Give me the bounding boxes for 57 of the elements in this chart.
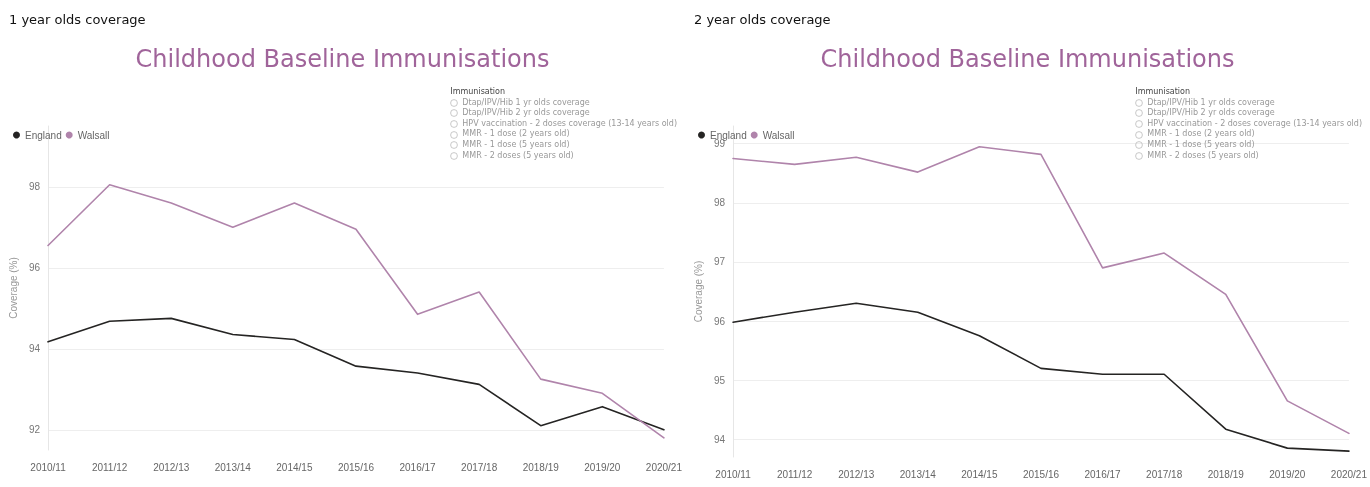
x-tick-label: 2015/16	[337, 461, 375, 473]
x-tick-label: 2011/12	[91, 461, 128, 473]
x-tick-label: 2010/11	[715, 468, 752, 480]
annotation: HPV vaccination - 2 doses coverage (13-14 years old)	[462, 118, 677, 129]
x-tick-label: 2019/20	[584, 461, 621, 473]
x-tick-label: 2020/21	[1330, 468, 1368, 480]
y-tick-label: 94	[28, 343, 41, 355]
annotation: MMR - 2 doses (5 years old)	[462, 150, 574, 162]
annotation: MMR - 1 dose (5 years old)	[1147, 139, 1255, 151]
y-tick-label: 96	[28, 262, 41, 274]
text: Immunisation	[450, 87, 507, 98]
chart-subtitle: 1 year olds coverage	[9, 12, 146, 27]
text: Dtap/IPV/Hib 2 yr olds coverage	[462, 108, 590, 119]
x-tick-label: 2016/17	[399, 461, 437, 473]
x-tick-label: 2014/15	[961, 468, 998, 480]
x-tick-label: 2018/19	[1207, 468, 1245, 480]
x-tick-label: 2016/17	[1084, 468, 1122, 480]
x-tick-label: 2017/18	[1146, 468, 1183, 480]
x-tick-label: 2015/16	[1022, 468, 1060, 480]
x-tick-label: 2012/13	[838, 468, 875, 480]
annotation: MMR - 2 doses (5 years old)	[1147, 150, 1259, 162]
y-tick-label: 95	[713, 374, 726, 386]
x-tick-label: 2010/11	[30, 461, 67, 473]
chart-title: Childhood Baseline Immunisations	[135, 45, 550, 73]
annotation: MMR - 1 dose (2 years old)	[462, 129, 570, 140]
chart-subtitle: 2 year olds coverage	[694, 12, 831, 27]
text: Dtap/IPV/Hib 1 yr olds coverage	[462, 97, 590, 108]
y-tick-label: 98	[28, 181, 41, 193]
x-tick-label: 2020/21	[645, 461, 683, 473]
y-tick-label: 97	[713, 256, 726, 268]
text: Dtap/IPV/Hib 1 yr olds coverage	[1147, 97, 1275, 108]
text: Dtap/IPV/Hib 2 yr olds coverage	[1147, 108, 1275, 119]
annotation: HPV vaccination - 2 doses coverage (13-14 years old)	[1147, 118, 1362, 129]
annotation: MMR - 1 dose (5 years old)	[462, 139, 570, 151]
y-tick-label: 96	[713, 315, 726, 327]
annotation: MMR - 1 dose (2 years old)	[1147, 129, 1255, 140]
x-tick-label: 2013/14	[899, 468, 937, 480]
y-tick-label: 92	[28, 424, 41, 436]
y-axis-title: Coverage (%)	[7, 257, 19, 319]
x-tick-label: 2013/14	[214, 461, 252, 473]
x-tick-label: 2014/15	[276, 461, 313, 473]
line-series	[47, 183, 665, 439]
y-axis-title: Coverage (%)	[692, 260, 704, 323]
x-tick-label: 2019/20	[1269, 468, 1306, 480]
chart-title: Childhood Baseline Immunisations	[820, 45, 1235, 73]
x-tick-label: 2017/18	[461, 461, 498, 473]
x-tick-label: 2018/19	[522, 461, 560, 473]
legend-label: Walsall	[77, 129, 110, 141]
line-series	[732, 302, 1350, 452]
y-tick-label: 98	[713, 197, 726, 209]
y-tick-label: 94	[713, 433, 726, 445]
text: Immunisation	[1135, 87, 1192, 98]
line-series	[47, 317, 665, 431]
x-tick-label: 2012/13	[153, 461, 190, 473]
legend-label: England	[25, 129, 62, 141]
legend-label: Walsall	[762, 129, 795, 141]
x-tick-label: 2011/12	[776, 468, 813, 480]
